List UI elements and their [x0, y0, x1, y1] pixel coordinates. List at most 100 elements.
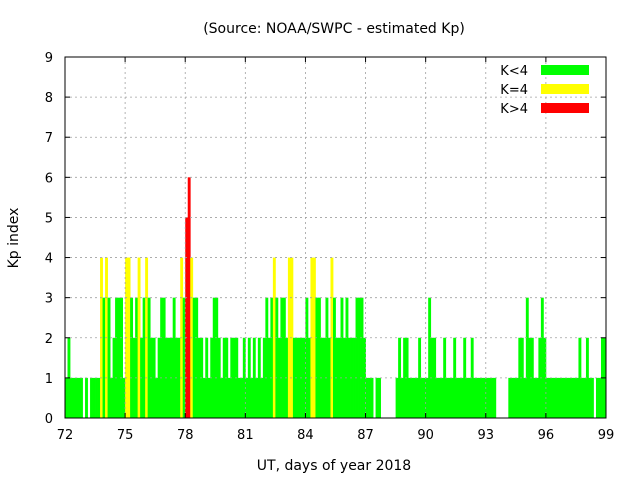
kp-bar [172, 297, 176, 418]
x-tick-label: 90 [417, 428, 434, 443]
kp-bar [483, 377, 487, 418]
kp-bar [272, 257, 276, 418]
kp-bar [473, 377, 477, 418]
kp-bar [598, 377, 602, 418]
kp-bar [95, 377, 98, 418]
kp-bar [363, 337, 366, 418]
y-tick-label: 1 [45, 372, 53, 387]
kp-bar [583, 377, 587, 418]
kp-bar [317, 297, 321, 418]
kp-bar [430, 337, 434, 418]
kp-bar [292, 337, 296, 418]
kp-bar [468, 377, 472, 418]
x-tick-label: 75 [117, 428, 134, 443]
kp-bar [135, 297, 139, 418]
kp-bar [75, 377, 78, 418]
y-tick-label: 9 [45, 51, 53, 66]
kp-bar [490, 377, 494, 418]
kp-bar [322, 337, 326, 418]
kp-bar [297, 337, 301, 418]
kp-bar [405, 337, 409, 418]
kp-bar [538, 337, 542, 418]
kp-bar [590, 377, 594, 418]
kp-bar [122, 377, 126, 418]
kp-bar [403, 337, 407, 418]
kp-bar [77, 377, 81, 418]
kp-bar [132, 337, 136, 418]
kp-bar [147, 297, 151, 418]
kp-bar [280, 297, 284, 418]
kp-bar [445, 377, 449, 418]
x-tick-label: 96 [538, 428, 555, 443]
kp-bar [160, 297, 164, 418]
kp-bar [563, 377, 567, 418]
kp-bar [195, 297, 199, 418]
kp-bar [460, 377, 464, 418]
kp-bar [102, 297, 106, 418]
kp-bar [120, 297, 123, 418]
kp-bar [595, 377, 599, 418]
kp-bar [333, 297, 336, 418]
kp-bar [535, 377, 539, 418]
kp-bar [302, 337, 306, 418]
kp-bar [197, 337, 201, 418]
kp-bar [152, 337, 156, 418]
kp-bar [287, 257, 291, 418]
kp-bar [240, 377, 244, 418]
y-tick-label: 7 [45, 131, 53, 146]
kp-bar [375, 377, 379, 418]
y-axis-label: Kp index [6, 208, 22, 269]
legend-swatch [541, 84, 589, 94]
kp-bar [568, 377, 572, 418]
kp-bar [217, 337, 221, 418]
y-tick-label: 2 [45, 332, 53, 347]
chart-title: (Source: NOAA/SWPC - estimated Kp) [203, 21, 465, 37]
y-tick-label: 4 [45, 252, 53, 267]
kp-bar [245, 377, 249, 418]
kp-bar [262, 337, 266, 418]
kp-bar [408, 377, 412, 418]
kp-bar [553, 377, 557, 418]
kp-bar [325, 297, 329, 418]
kp-bar [252, 337, 256, 418]
kp-bar [207, 377, 211, 418]
x-tick-label: 93 [478, 428, 495, 443]
kp-bar [428, 297, 432, 418]
kp-bar [85, 377, 88, 418]
kp-bar [70, 377, 73, 418]
kp-bar [212, 297, 216, 418]
kp-bar [485, 377, 489, 418]
kp-bar [187, 177, 191, 418]
y-tick-label: 8 [45, 91, 53, 106]
kp-bar [478, 377, 482, 418]
kp-bar [137, 257, 141, 418]
kp-bar [525, 297, 529, 418]
kp-bar [523, 377, 527, 418]
kp-bar [398, 337, 402, 418]
kp-bar [117, 297, 121, 418]
kp-bar [267, 337, 271, 418]
kp-bar [343, 337, 346, 418]
plot-frame [64, 56, 607, 419]
kp-bar [270, 297, 274, 418]
kp-bar [242, 337, 246, 418]
kp-bar [488, 377, 492, 418]
kp-bar [222, 337, 226, 418]
legend-label: K>4 [500, 102, 528, 117]
kp-bar [142, 297, 146, 418]
kp-bar [353, 337, 356, 418]
kp-bar [90, 377, 93, 418]
kp-bar [548, 377, 552, 418]
kp-bar [220, 377, 224, 418]
kp-bar [348, 337, 351, 418]
kp-bar [418, 337, 422, 418]
kp-bar [327, 337, 331, 418]
kp-bar [282, 297, 286, 418]
kp-bar [575, 377, 579, 418]
kp-bar [475, 377, 479, 418]
kp-bar [260, 377, 264, 418]
legend: K<4 K=4 K>4 [500, 64, 589, 117]
bars-layer [65, 177, 607, 418]
kp-bar [400, 377, 404, 418]
